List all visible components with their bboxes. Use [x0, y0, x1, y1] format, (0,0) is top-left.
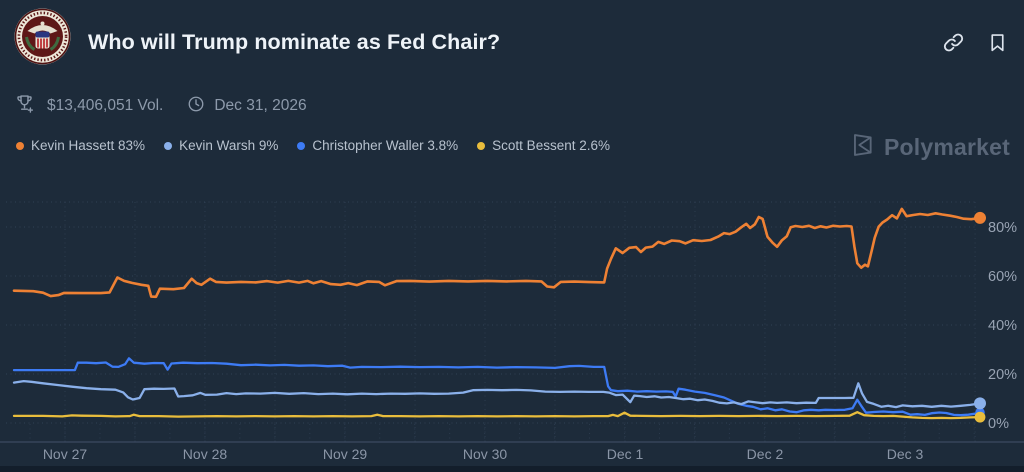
y-tick-label: 20%	[988, 367, 1017, 383]
bottom-edge-bar	[0, 466, 1024, 472]
y-tick-label: 60%	[988, 269, 1017, 285]
polymarket-watermark: Polymarket	[849, 132, 1010, 163]
y-tick-label: 40%	[988, 318, 1017, 334]
copy-link-icon[interactable]	[942, 31, 965, 54]
x-tick-label: Dec 1	[607, 446, 644, 462]
series-endpoint-kevin-warsh	[974, 397, 986, 410]
legend-dot-kevin-hassett	[16, 141, 24, 150]
clock-icon	[187, 95, 205, 118]
legend-label: Kevin Warsh 9%	[179, 138, 279, 153]
series-endpoint-scott-bessent	[974, 411, 986, 423]
y-tick-label: 80%	[988, 220, 1017, 236]
series-line-christopher-waller	[12, 357, 982, 417]
legend-item-kevin-warsh[interactable]: Kevin Warsh 9%	[164, 138, 278, 153]
watermark-text: Polymarket	[883, 134, 1010, 160]
volume-text: $13,406,051 Vol.	[47, 97, 164, 114]
legend-item-kevin-hassett[interactable]: Kevin Hassett 83%	[16, 138, 145, 153]
bookmark-icon[interactable]	[987, 31, 1008, 54]
polymarket-logo-icon	[849, 132, 875, 163]
legend-label: Kevin Hassett 83%	[31, 138, 146, 153]
legend-dot-christopher-waller	[297, 141, 306, 150]
price-history-chart[interactable]: Nov 27 Nov 28 Nov 29 Nov 30 Dec 1 Dec 2 Dec 3 0…	[0, 190, 1024, 472]
x-tick-label: Nov 30	[463, 446, 508, 462]
legend-item-christopher-waller[interactable]: Christopher Waller 3.8%	[297, 138, 458, 153]
market-icon-fed-seal	[14, 8, 71, 65]
legend-dot-scott-bessent	[477, 141, 486, 150]
chart-legend: Kevin Hassett 83% Kevin Warsh 9% Christo…	[16, 138, 610, 153]
x-tick-label: Dec 3	[887, 446, 924, 462]
series-endpoint-kevin-hassett	[974, 211, 986, 224]
x-tick-label: Nov 28	[183, 446, 228, 462]
legend-label: Christopher Waller 3.8%	[312, 138, 459, 153]
x-tick-label: Nov 29	[323, 446, 368, 462]
legend-item-scott-bessent[interactable]: Scott Bessent 2.6%	[477, 138, 610, 153]
end-date-text: Dec 31, 2026	[214, 97, 307, 114]
x-tick-label: Nov 27	[43, 446, 88, 462]
x-tick-label: Dec 2	[747, 446, 784, 462]
y-tick-label: 0%	[988, 416, 1009, 432]
series-line-scott-bessent	[12, 411, 982, 420]
legend-dot-kevin-warsh	[164, 141, 173, 150]
trophy-icon	[14, 93, 35, 119]
series-line-kevin-hassett	[12, 207, 982, 299]
page-title: Who will Trump nominate as Fed Chair?	[88, 30, 501, 54]
legend-label: Scott Bessent 2.6%	[492, 138, 610, 153]
series-line-kevin-warsh	[12, 379, 982, 409]
